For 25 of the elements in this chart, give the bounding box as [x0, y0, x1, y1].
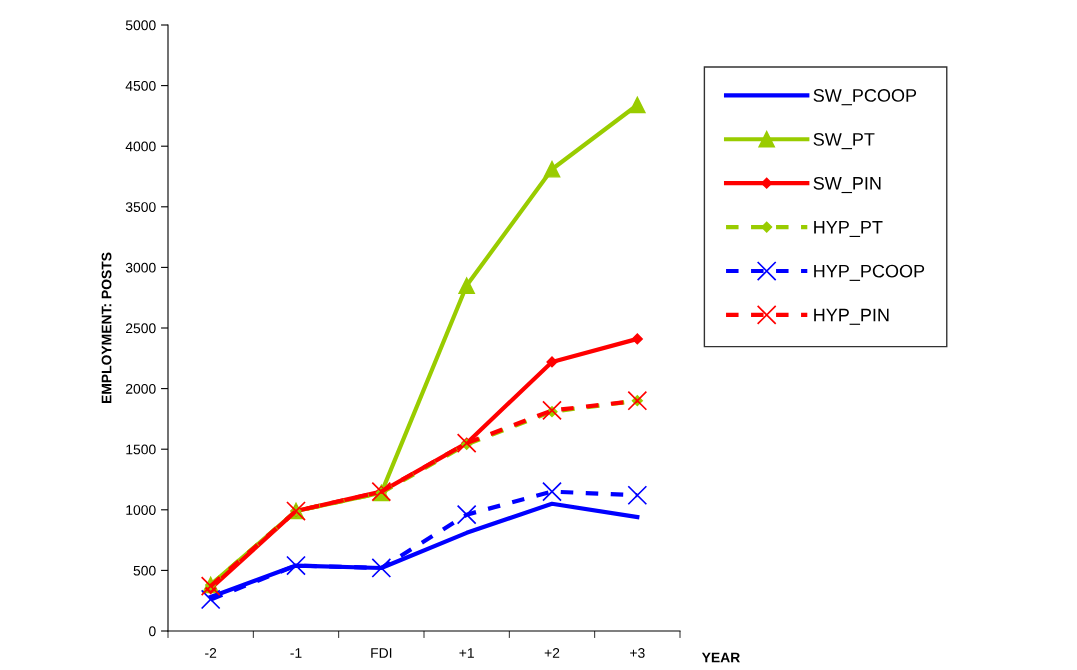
y-tick-label: 4000	[125, 141, 156, 152]
legend-label: HYP_PIN	[814, 308, 889, 325]
x-tick-label: -2	[205, 648, 217, 658]
y-tick-label: 500	[133, 565, 156, 576]
y-tick-label: 2000	[126, 383, 156, 394]
x-axis-title: YEAR	[701, 652, 740, 663]
y-tick-label: 2500	[126, 323, 156, 334]
y-tick-label: 1500	[126, 444, 156, 455]
x-tick-label: +3	[630, 648, 645, 658]
y-axis-title: EMPLOYMENT: POSTS	[101, 252, 112, 404]
y-tick-label: 4500	[125, 80, 156, 91]
y-tick-label: 5000	[125, 20, 156, 31]
legend-label: HYP_PCOOP	[814, 264, 925, 281]
legend-label: HYP_PT	[814, 221, 883, 238]
y-tick-label: 3500	[125, 202, 156, 212]
x-tick-label: FDI	[371, 648, 392, 658]
x-tick-label: +1	[459, 648, 474, 658]
y-tick-label: 1000	[126, 505, 156, 515]
y-tick-label: 0	[149, 626, 156, 637]
x-tick-label: +2	[544, 648, 560, 658]
legend-label: SW_PT	[813, 132, 875, 150]
legend-label: SW_PCOOP	[813, 89, 917, 106]
x-tick-label: -1	[290, 648, 302, 658]
legend-label: SW_PIN	[813, 176, 881, 194]
y-tick-label: 3000	[125, 262, 156, 273]
